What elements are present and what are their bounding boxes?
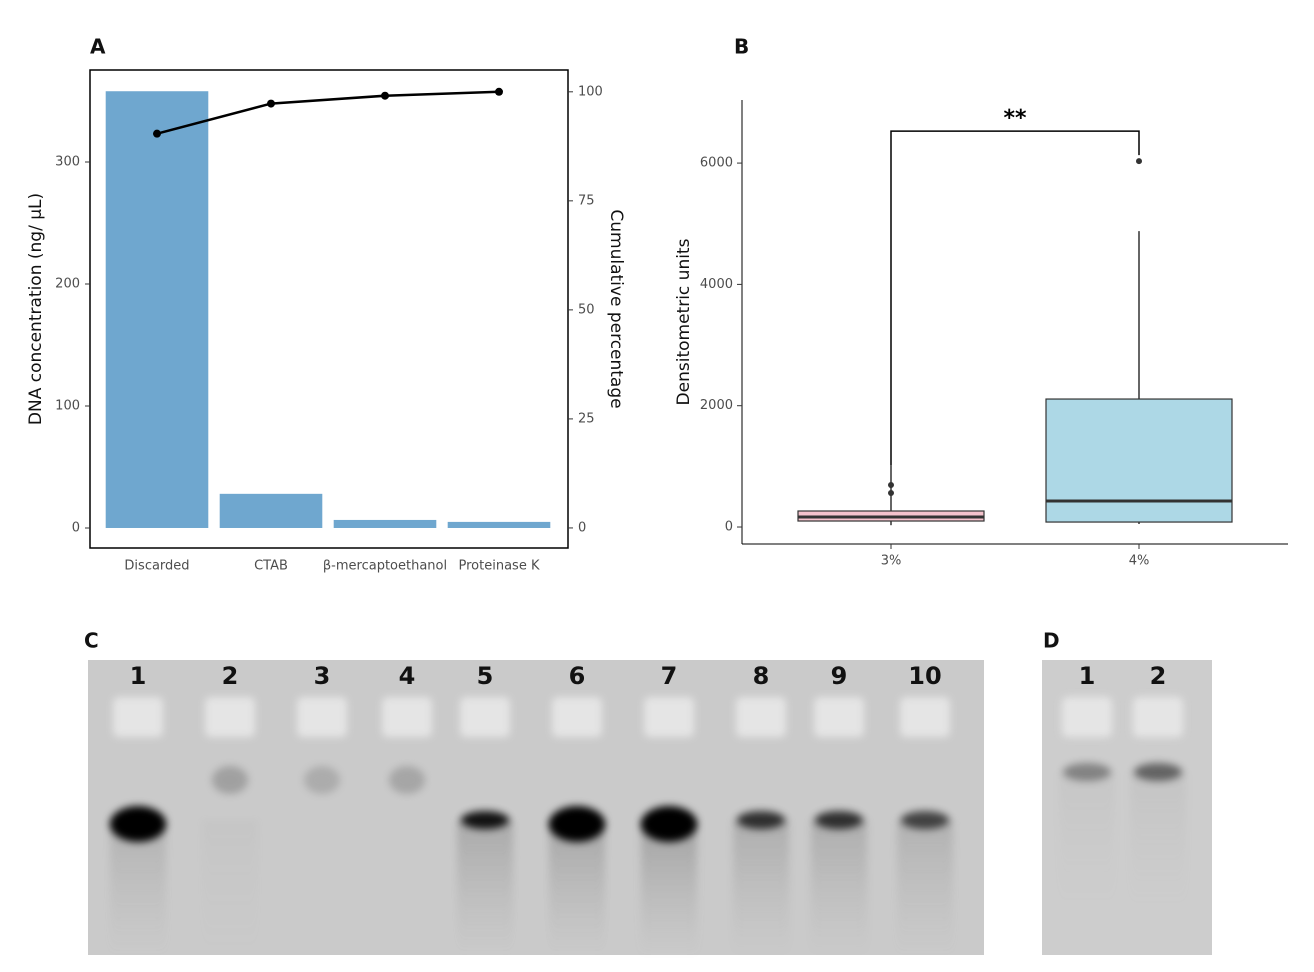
gel-band bbox=[110, 806, 166, 842]
x-tick-label: β-mercaptoethanol bbox=[323, 559, 447, 574]
gel-well bbox=[814, 697, 864, 737]
gel-well bbox=[205, 697, 255, 737]
gel-faint-band bbox=[389, 766, 425, 794]
bar bbox=[333, 519, 437, 528]
gel-band bbox=[549, 806, 605, 842]
lane-label: 1 bbox=[1079, 662, 1096, 690]
y-tick-label: 300 bbox=[55, 154, 80, 169]
y2-tick-label: 0 bbox=[578, 520, 586, 535]
lane-label: 7 bbox=[661, 662, 678, 690]
y2-tick-label: 75 bbox=[578, 193, 595, 208]
point bbox=[153, 129, 161, 138]
gel-band bbox=[1134, 763, 1182, 781]
lane-label: 1 bbox=[130, 662, 147, 690]
gel-well bbox=[297, 697, 347, 737]
gel-smear bbox=[1130, 772, 1186, 907]
gel-smear bbox=[641, 820, 697, 955]
panel-label: B bbox=[734, 35, 749, 59]
lane-label: 6 bbox=[569, 662, 586, 690]
y-tick-label: 100 bbox=[55, 398, 80, 413]
y2-axis-label: Cumulative percentage bbox=[606, 209, 626, 408]
gel-smear bbox=[110, 820, 166, 955]
outlier bbox=[1136, 158, 1142, 165]
gel-well bbox=[644, 697, 694, 737]
y-axis-label: Densitometric units bbox=[674, 238, 694, 405]
lane-label: 2 bbox=[222, 662, 239, 690]
gel-smear bbox=[549, 820, 605, 955]
x-tick-label: 3% bbox=[881, 554, 902, 569]
gel-well bbox=[736, 697, 786, 737]
y-tick-label: 6000 bbox=[700, 156, 733, 171]
gel-band bbox=[815, 811, 863, 829]
panel-label: C bbox=[84, 629, 99, 653]
lane-label: 4 bbox=[399, 662, 416, 690]
lane-label: 3 bbox=[314, 662, 331, 690]
gel-well bbox=[1062, 697, 1112, 737]
x-tick-label: CTAB bbox=[254, 559, 288, 574]
gel-faint-band bbox=[212, 766, 248, 794]
gel-smear bbox=[202, 820, 258, 955]
panel-label: A bbox=[90, 35, 106, 59]
bar bbox=[105, 91, 209, 528]
lane-label: 10 bbox=[908, 662, 941, 690]
bar bbox=[219, 493, 323, 528]
gel-smear bbox=[811, 820, 867, 955]
significance-label: ** bbox=[1003, 106, 1027, 131]
bar bbox=[447, 521, 551, 528]
y-tick-label: 2000 bbox=[700, 398, 733, 413]
gel-well bbox=[460, 697, 510, 737]
plot-frame bbox=[89, 69, 569, 549]
gel-smear bbox=[897, 820, 953, 955]
gel-smear bbox=[457, 820, 513, 955]
gel-band bbox=[1063, 763, 1111, 781]
lane-label: 5 bbox=[477, 662, 494, 690]
lane-label: 8 bbox=[753, 662, 770, 690]
y-tick-label: 200 bbox=[55, 276, 80, 291]
outlier bbox=[888, 482, 894, 489]
y2-tick-label: 50 bbox=[578, 302, 595, 317]
x-tick-label: Discarded bbox=[124, 559, 189, 574]
box bbox=[1045, 398, 1233, 523]
significance-bracket bbox=[890, 130, 1140, 466]
gel-band bbox=[641, 806, 697, 842]
line bbox=[156, 90, 500, 135]
gel-well bbox=[900, 697, 950, 737]
y-tick-label: 0 bbox=[725, 520, 733, 535]
y2-tick-label: 25 bbox=[578, 411, 595, 426]
lane-label: 9 bbox=[831, 662, 848, 690]
gel-band bbox=[901, 811, 949, 829]
gel-band bbox=[461, 811, 509, 829]
panel-label: D bbox=[1043, 629, 1060, 653]
gel-well bbox=[1133, 697, 1183, 737]
x-tick-label: 4% bbox=[1129, 554, 1150, 569]
y2-tick-label: 100 bbox=[578, 84, 603, 99]
gel-well bbox=[113, 697, 163, 737]
gel-faint-band bbox=[304, 766, 340, 794]
point bbox=[267, 99, 275, 108]
y-tick-label: 4000 bbox=[700, 277, 733, 292]
gel-well bbox=[382, 697, 432, 737]
y-axis-label: DNA concentration (ng/ µL) bbox=[26, 193, 46, 425]
point bbox=[381, 91, 389, 100]
gel-well bbox=[552, 697, 602, 737]
outlier bbox=[888, 490, 894, 497]
x-tick-label: Proteinase K bbox=[459, 559, 540, 574]
gel-smear bbox=[733, 820, 789, 955]
lane-label: 2 bbox=[1150, 662, 1167, 690]
point bbox=[495, 87, 503, 96]
y-tick-label: 0 bbox=[72, 520, 80, 535]
gel-smear bbox=[1059, 772, 1115, 907]
gel-band bbox=[737, 811, 785, 829]
